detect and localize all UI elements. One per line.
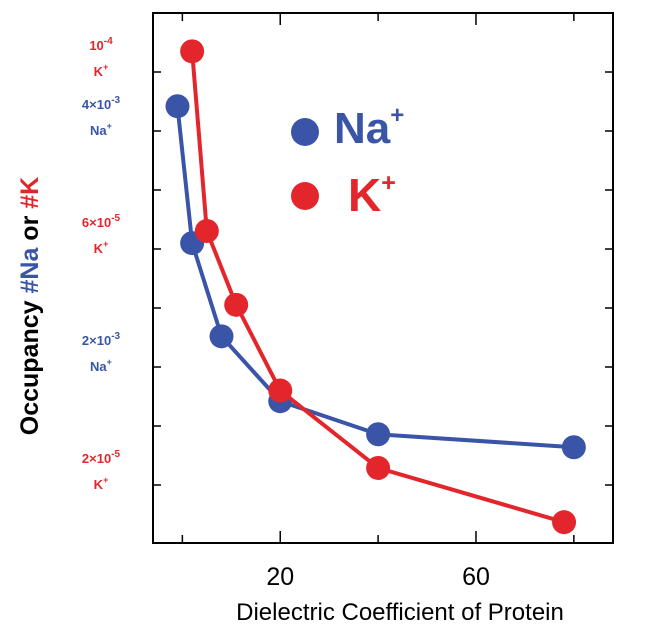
y-tick-label-value: 2×10-3 — [82, 331, 121, 348]
y-tick-label-ion: K+ — [94, 239, 109, 256]
series-line-k — [190, 51, 565, 525]
data-point-na — [209, 324, 234, 349]
data-point-k — [224, 292, 249, 317]
data-point-na — [561, 435, 586, 460]
y-axis-title-prefix: Occupancy — [16, 294, 44, 436]
series-line-na — [175, 106, 574, 450]
legend-label-na: Na+ — [334, 102, 404, 153]
y-axis-title-na: #Na — [16, 247, 44, 294]
data-point-k — [366, 455, 391, 480]
data-point-k — [268, 378, 293, 403]
y-axis-title: Occupancy #Na or #K — [16, 177, 44, 435]
x-tick-label: 60 — [462, 563, 490, 591]
y-tick-label-ion: Na+ — [90, 357, 112, 374]
data-point-k — [194, 219, 219, 244]
x-tick-label: 20 — [266, 563, 294, 591]
y-tick-label-value: 2×10-5 — [82, 449, 121, 466]
plot-frame — [152, 12, 614, 544]
y-axis-title-k: #K — [16, 177, 44, 209]
y-tick-label-ion: K+ — [94, 475, 109, 492]
legend-marker-k — [291, 182, 319, 210]
y-tick-label-value: 4×10-3 — [82, 95, 121, 112]
y-tick-label-value: 10-4 — [89, 36, 113, 53]
data-point-na — [366, 422, 391, 447]
y-tick-label-value: 6×10-5 — [82, 213, 121, 230]
y-axis-title-middle: or — [16, 209, 44, 248]
y-tick-label-ion: K+ — [94, 62, 109, 79]
legend-marker-na — [291, 118, 319, 146]
data-point-k — [552, 510, 577, 535]
legend-label-k: K+ — [348, 169, 396, 221]
data-point-k — [180, 39, 205, 64]
y-tick-label-ion: Na+ — [90, 121, 112, 138]
data-point-na — [165, 94, 190, 119]
x-axis-title: Dielectric Coefficient of Protein — [236, 599, 564, 626]
